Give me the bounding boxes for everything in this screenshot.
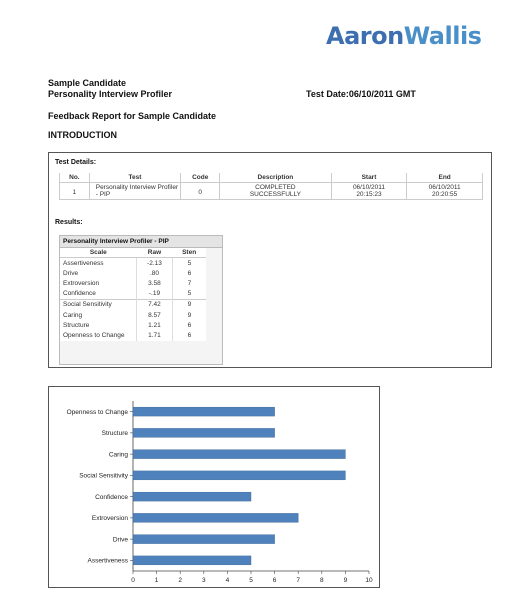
cell-raw: 3.58 <box>136 278 173 289</box>
table-row: Social Sensitivity 7.42 9 <box>60 298 206 310</box>
x-tick-label: 3 <box>202 577 206 584</box>
col-header-start: Start <box>330 173 407 183</box>
table-row: Assertiveness -2.13 5 <box>60 257 206 269</box>
bar <box>132 449 346 459</box>
results-table: Scale Raw Sten Assertiveness -2.13 5 Drive.… <box>60 248 206 341</box>
bar-chart-svg: 0 1 2 3 4 5 6 7 8 9 10 Openness to Change Structure C… <box>67 401 373 584</box>
cell-description: COMPLETED SUCCESSFULLY <box>219 182 332 200</box>
col-header-code: Code <box>180 173 220 183</box>
col-header-scale: Scale <box>60 248 137 258</box>
cell-raw: 8.57 <box>136 309 173 321</box>
cell-scale: Drive <box>63 269 79 277</box>
category-label: Social Sensitivity <box>79 473 129 480</box>
candidate-name: Sample Candidate <box>48 78 127 88</box>
cell-end: 06/10/2011 20:20:55 <box>406 182 483 200</box>
col-header-description: Description <box>219 173 332 183</box>
test-name: Personality Interview Profiler <box>48 89 173 99</box>
x-tick-label: 10 <box>365 577 373 584</box>
category-label: Drive <box>113 536 129 543</box>
cell-scale: Extroversion <box>63 279 100 287</box>
results-table-body: Assertiveness -2.13 5 Drive .80 6 Extroversion… <box>60 257 206 341</box>
table-row: Extroversion 3.58 7 <box>60 278 206 289</box>
cell-sten: 7 <box>171 278 206 289</box>
logo-text-wallis: Wallis <box>403 22 482 50</box>
bar <box>132 491 252 502</box>
bar <box>132 406 275 417</box>
cell-sten: 6 <box>171 330 206 341</box>
cell-sten: 5 <box>171 288 206 300</box>
cell-sten: 9 <box>171 309 206 321</box>
table-row: Drive .80 6 <box>60 268 206 279</box>
col-header-sten: Sten <box>172 248 206 258</box>
cell-raw: 7.42 <box>136 298 173 310</box>
table-row: Structure 1.21 6 <box>60 320 206 331</box>
cell-scale: Structure <box>63 321 90 329</box>
x-tick-label: 7 <box>296 577 300 584</box>
table-row: 1 Personality Interview Profiler - PIP 0… <box>60 182 483 200</box>
cell-test: Personality Interview Profiler - PIP <box>88 182 181 200</box>
report-title: Feedback Report for Sample Candidate <box>48 111 217 121</box>
cell-scale: Assertiveness <box>63 259 104 267</box>
table-row: Caring 8.57 9 <box>60 309 206 321</box>
test-date: Test Date:06/10/2011 GMT <box>306 89 416 99</box>
cell-scale: Openness to Change <box>63 331 125 339</box>
table-row: Openness to Change 1.71 6 <box>60 330 206 341</box>
table-row: Confidence -.19 5 <box>60 288 206 300</box>
cell-raw: 1.71 <box>136 330 173 341</box>
cell-raw: .80 <box>136 268 173 279</box>
x-tick-label: 5 <box>249 577 253 584</box>
results-panel: Personality Interview Profiler - PIP Sca… <box>59 235 223 365</box>
aaron-wallis-logo: Aaron Wallis <box>326 22 482 50</box>
category-label: Caring <box>109 451 129 458</box>
test-summary-panel: Test Details: No. Test Code Description … <box>48 152 492 368</box>
col-header-raw: Raw <box>136 248 173 258</box>
section-heading: INTRODUCTION <box>48 130 117 140</box>
cell-scale: Caring <box>63 311 83 319</box>
logo-text-aaron: Aaron <box>326 22 404 50</box>
cell-sten: 5 <box>171 257 206 269</box>
cell-sten: 6 <box>171 320 206 331</box>
cell-no: 1 <box>72 189 77 196</box>
bar <box>132 470 346 481</box>
bar <box>132 555 252 566</box>
x-tick-label: 0 <box>131 577 135 584</box>
category-label: Assertiveness <box>88 558 129 565</box>
col-header-no: No. <box>59 173 90 183</box>
test-details-label: Test Details: <box>55 159 97 166</box>
x-tick-label: 6 <box>273 577 277 584</box>
x-tick-label: 1 <box>155 577 159 584</box>
test-details-table: No. Test Code Description Start End 1 Pe… <box>59 173 483 200</box>
x-tick-label: 4 <box>226 577 230 584</box>
results-table-title: Personality Interview Profiler - PIP <box>60 236 222 248</box>
cell-raw: -.19 <box>136 288 173 300</box>
cell-start: 06/10/2011 20:15:23 <box>330 182 407 200</box>
bar <box>132 428 275 438</box>
category-label: Structure <box>102 430 129 437</box>
col-header-end: End <box>406 173 483 183</box>
results-label: Results: <box>55 219 83 226</box>
cell-raw: -2.13 <box>136 257 173 269</box>
category-label: Extroversion <box>92 515 129 522</box>
col-header-test: Test <box>88 173 181 183</box>
cell-sten: 6 <box>171 268 206 279</box>
cell-raw: 1.21 <box>136 320 173 331</box>
category-label: Confidence <box>95 494 128 501</box>
x-tick-label: 9 <box>344 577 348 584</box>
cell-scale: Confidence <box>63 290 96 298</box>
x-tick-label: 2 <box>178 577 182 584</box>
bar <box>132 513 299 523</box>
bar <box>132 534 275 544</box>
cell-scale: Social Sensitivity <box>60 298 137 310</box>
x-tick-label: 8 <box>320 577 324 584</box>
cell-code: 0 <box>180 182 220 200</box>
category-label: Openness to Change <box>67 409 129 416</box>
cell-sten: 9 <box>171 298 206 310</box>
sten-bar-chart: 0 1 2 3 4 5 6 7 8 9 10 Openness to Change Structure C… <box>48 386 380 588</box>
